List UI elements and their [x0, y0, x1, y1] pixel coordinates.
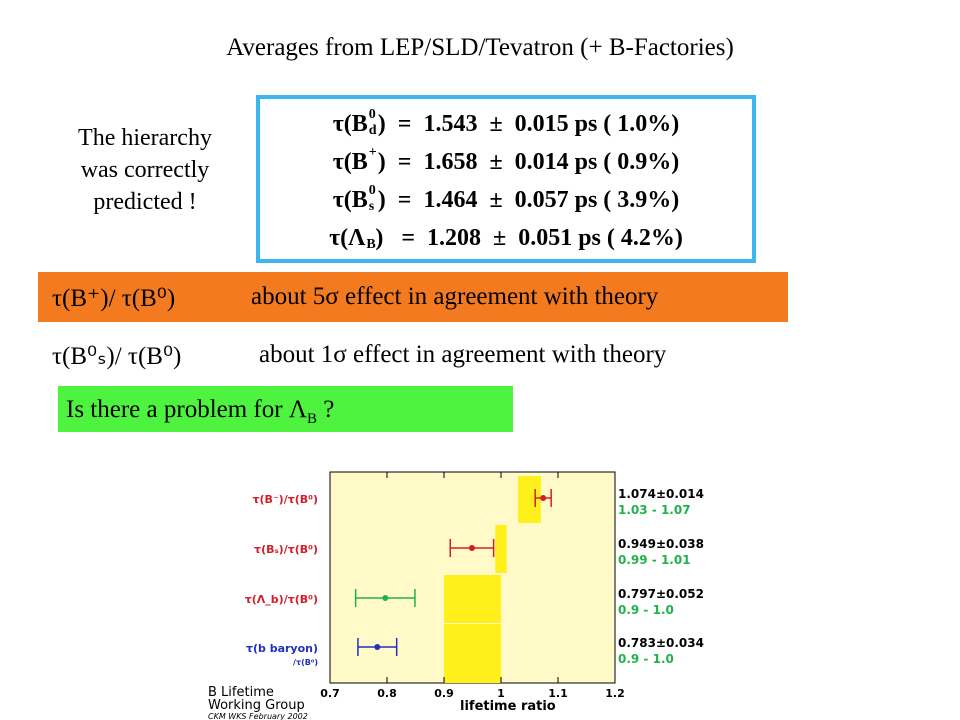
lifetime-ratio-figure: 0.7 0.8 0.9 1 1.1 1.2 τ(B⁻)/τ(B⁰) 1.074±0.014 1.…	[208, 471, 704, 720]
ratio-bplus-label: τ(B⁺)/ τ(B⁰)	[52, 285, 176, 312]
data-point	[374, 644, 381, 650]
group-line-1: B Lifetime	[208, 685, 274, 700]
group-line-3: CKM WKS February 2002	[208, 712, 308, 720]
hierarchy-line-1: The hierarchy	[78, 125, 212, 151]
hierarchy-line-2: was correctly	[80, 157, 210, 183]
ratio-bs-statement: about 1σ effect in agreement with theory	[259, 341, 667, 368]
data-point	[468, 545, 475, 551]
x-tick-label: 0.9	[434, 687, 454, 700]
row-value: 0.783±0.034	[618, 636, 704, 650]
lifetime-row-lambdab: τ(Λ B) = 1.208 ± 0.051 ps ( 4.2%)	[329, 225, 683, 252]
lifetime-row-bplus: τ(B +) = 1.658 ± 0.014 ps ( 0.9%)	[332, 145, 680, 175]
row-theory: 0.99 - 1.01	[618, 553, 691, 567]
row-value: 0.949±0.038	[618, 537, 704, 551]
lifetime-value: = 1.543 ± 0.015 ps ( 1.0%)	[385, 111, 680, 137]
row-value: 1.074±0.014	[618, 487, 704, 501]
theory-band	[518, 476, 541, 523]
theory-band	[444, 624, 501, 683]
hierarchy-note: The hierarchy was correctly predicted !	[45, 122, 245, 218]
row-label: τ(Bₛ)/τ(B⁰)	[254, 543, 318, 556]
row-value: 0.797±0.052	[618, 587, 704, 601]
lifetime-symbol: τ(B	[332, 187, 368, 213]
x-axis-label: lifetime ratio	[460, 699, 556, 714]
data-point	[382, 595, 389, 601]
lifetime-symbol: τ(B	[332, 149, 368, 175]
x-tick-label: 0.8	[377, 687, 397, 700]
lifetime-row-bd: τ(B 0 d) = 1.543 ± 0.015 ps ( 1.0%)	[332, 107, 680, 138]
x-tick-label: 1.1	[548, 687, 568, 700]
row-theory: 0.9 - 1.0	[618, 652, 674, 666]
group-line-2: Working Group	[208, 698, 305, 713]
x-tick-label: 0.7	[320, 687, 340, 700]
lifetime-value: = 1.658 ± 0.014 ps ( 0.9%)	[385, 149, 680, 175]
row-theory: 0.9 - 1.0	[618, 603, 674, 617]
ratio-bs-label: τ(B⁰ₛ)/ τ(B⁰)	[52, 343, 182, 370]
row-label: τ(Λ_b)/τ(B⁰)	[245, 593, 318, 606]
lifetime-averages-box: τ(B 0 d) = 1.543 ± 0.015 ps ( 1.0%) τ(B +) …	[256, 95, 756, 263]
x-tick-label: 1	[497, 687, 505, 700]
row-theory: 1.03 - 1.07	[618, 503, 691, 517]
hierarchy-line-3: predicted !	[93, 189, 197, 215]
row-label: τ(b baryon)	[246, 642, 318, 655]
ratio-bplus-banner: τ(B⁺)/ τ(B⁰) about 5σ effect in agreemen…	[38, 272, 788, 322]
data-point	[540, 495, 547, 501]
lifetime-value: = 1.464 ± 0.057 ps ( 3.9%)	[385, 187, 680, 213]
lifetime-scripts: B	[366, 237, 376, 252]
lifetime-symbol: τ(Λ	[329, 225, 366, 251]
lifetime-scripts: +	[368, 145, 377, 160]
ratio-bplus-statement: about 5σ effect in agreement with theory	[251, 283, 659, 310]
row-sublabel: /τ(B⁰)	[293, 658, 318, 667]
theory-band	[495, 525, 507, 573]
lifetime-symbol: τ(B	[332, 111, 368, 137]
lifetime-row-bs: τ(B 0 s) = 1.464 ± 0.057 ps ( 3.9%)	[332, 183, 680, 214]
slide-title: Averages from LEP/SLD/Tevatron (+ B-Fact…	[226, 34, 734, 61]
x-tick-label: 1.2	[605, 687, 625, 700]
row-label: τ(B⁻)/τ(B⁰)	[252, 493, 318, 506]
lambda-question: Is there a problem for ΛB ?	[66, 396, 335, 427]
lifetime-value: = 1.208 ± 0.051 ps ( 4.2%)	[383, 225, 683, 251]
lambda-question-banner: Is there a problem for ΛB ?	[58, 386, 513, 432]
theory-band	[444, 575, 501, 623]
